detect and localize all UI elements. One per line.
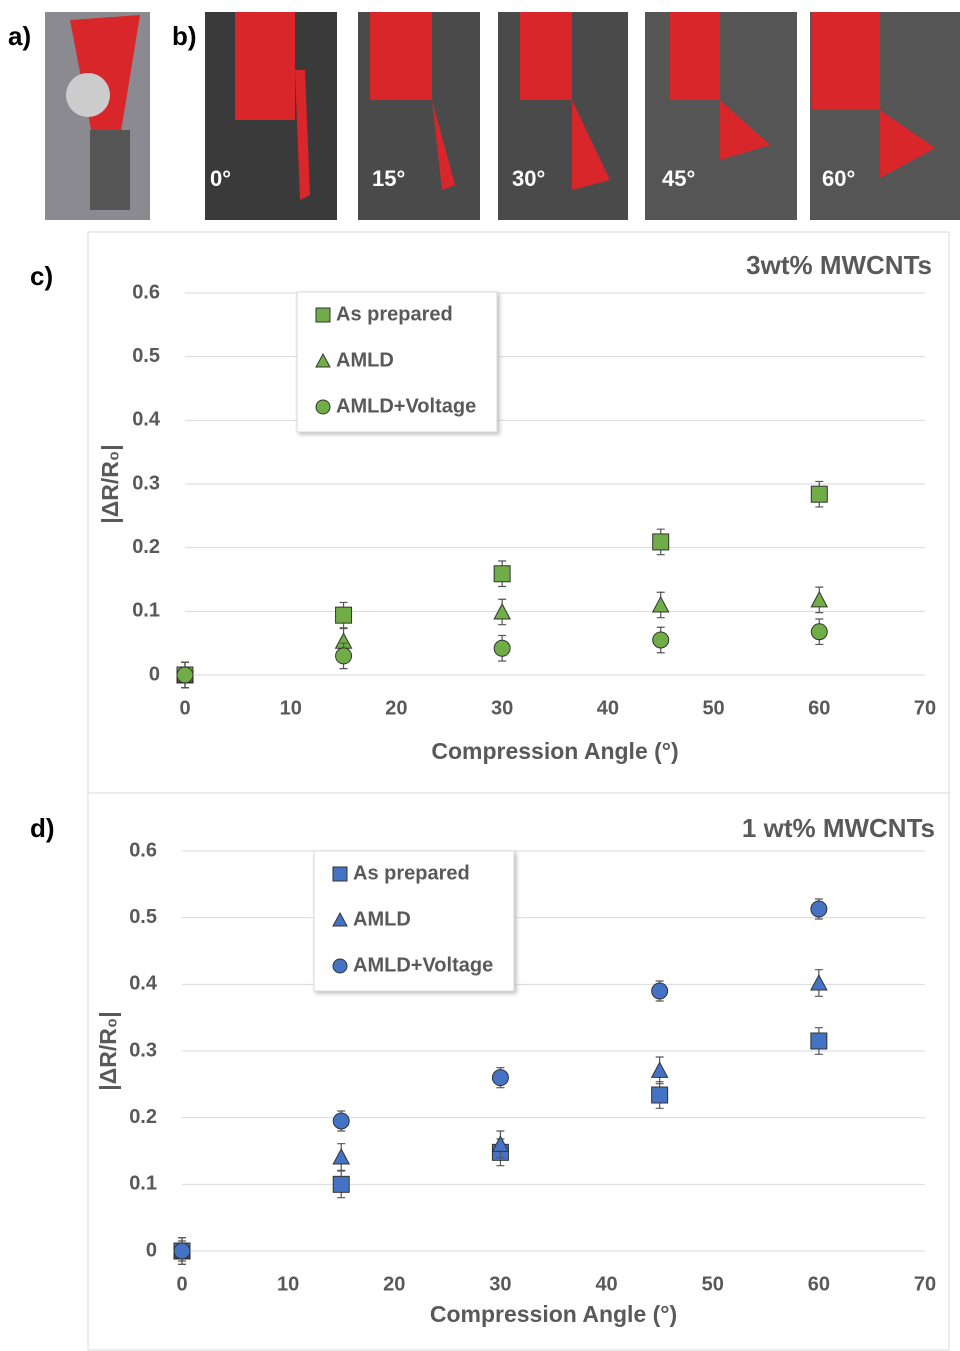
marker-circle [335,647,353,665]
x-tick-label: 40 [595,1273,617,1295]
y-tick-label: 0.5 [132,345,160,367]
marker-circle [332,1112,350,1130]
y-tick-label: 0.2 [132,536,160,558]
legend-label: AMLD [353,908,411,930]
y-tick-label: 0.1 [132,600,160,622]
photo-a-part [66,73,110,117]
panel-label: c) [30,261,53,291]
y-tick-label: 0 [149,663,160,685]
marker-circle [491,1069,509,1087]
x-tick-label: 40 [597,697,619,719]
angle-label: 60° [822,166,855,191]
angle-label: 45° [662,166,695,191]
x-tick-label: 10 [277,1273,299,1295]
y-tick-label: 0.2 [129,1106,157,1128]
marker-circle [176,666,194,684]
y-tick-label: 0.3 [132,472,160,494]
x-tick-label: 70 [914,1273,936,1295]
panel-label: b) [172,21,197,51]
y-tick-label: 0.1 [129,1173,157,1195]
legend-marker [332,866,348,882]
y-tick-label: 0.6 [129,839,157,861]
legend-label: As prepared [353,862,470,884]
marker-triangle [650,1061,669,1078]
x-tick-label: 50 [702,1273,724,1295]
photo-part [235,12,310,200]
legend-marker [315,352,331,368]
y-tick-label: 0 [146,1239,157,1261]
marker-circle [173,1242,191,1260]
y-tick-label: 0.6 [132,281,160,303]
marker-triangle [810,590,829,608]
photo-part [812,12,935,178]
x-tick-label: 30 [491,697,513,719]
legend-marker [315,399,331,415]
marker-square [493,565,511,583]
marker-square [652,533,670,551]
x-tick-label: 60 [808,1273,830,1295]
legend: As prepared AMLD AMLD+Voltage [296,291,498,433]
chart-title: 1 wt% MWCNTs [742,813,935,843]
marker-circle [652,631,670,649]
marker-triangle [491,1135,510,1152]
legend: As prepared AMLD AMLD+Voltage [313,850,515,992]
x-tick-label: 30 [489,1273,511,1295]
legend-label: AMLD [336,349,394,371]
y-tick-label: 0.5 [129,906,157,928]
marker-square [810,1032,828,1050]
x-tick-label: 20 [383,1273,405,1295]
x-tick-label: 0 [179,697,190,719]
y-tick-label: 0.4 [129,973,158,995]
panel-label: d) [30,813,55,843]
x-tick-label: 10 [280,697,302,719]
y-axis-title: |ΔR/R₀| [95,1011,121,1090]
x-tick-label: 70 [914,697,936,719]
marker-triangle [810,973,828,991]
legend-marker [332,911,348,927]
marker-triangle [493,602,511,620]
photos: a) b) 0° 15° 30° 45° 60° [8,12,960,220]
angle-label: 15° [372,166,405,191]
legend-label: AMLD+Voltage [353,954,493,976]
legend-marker [315,307,331,323]
photo-part [520,12,610,190]
panel-label: a) [8,21,31,51]
x-tick-label: 60 [808,697,830,719]
x-tick-label: 20 [385,697,407,719]
marker-circle [810,900,828,918]
y-axis-title: |ΔR/R₀| [97,444,123,523]
x-tick-label: 0 [176,1273,187,1295]
x-tick-label: 50 [702,697,724,719]
marker-circle [651,982,669,1000]
x-axis-title: Compression Angle (°) [431,738,678,764]
photo-a-part [90,130,130,210]
y-tick-label: 0.4 [132,409,161,431]
marker-square [335,606,353,624]
marker-triangle [332,1147,351,1165]
photo-part [370,12,455,190]
marker-square [810,485,828,503]
legend-label: AMLD+Voltage [336,395,476,417]
angle-label: 0° [210,166,231,191]
marker-circle [493,639,511,657]
legend-label: As prepared [336,303,453,325]
marker-triangle [651,595,670,613]
marker-square [332,1175,350,1193]
photo-part [670,12,770,160]
legend-marker [332,958,348,974]
marker-circle [810,623,828,641]
marker-square [651,1086,669,1104]
x-axis-title: Compression Angle (°) [430,1301,677,1327]
chart-title: 3wt% MWCNTs [746,250,932,280]
angle-label: 30° [512,166,545,191]
y-tick-label: 0.3 [129,1039,157,1061]
chart-frame [87,792,950,1351]
